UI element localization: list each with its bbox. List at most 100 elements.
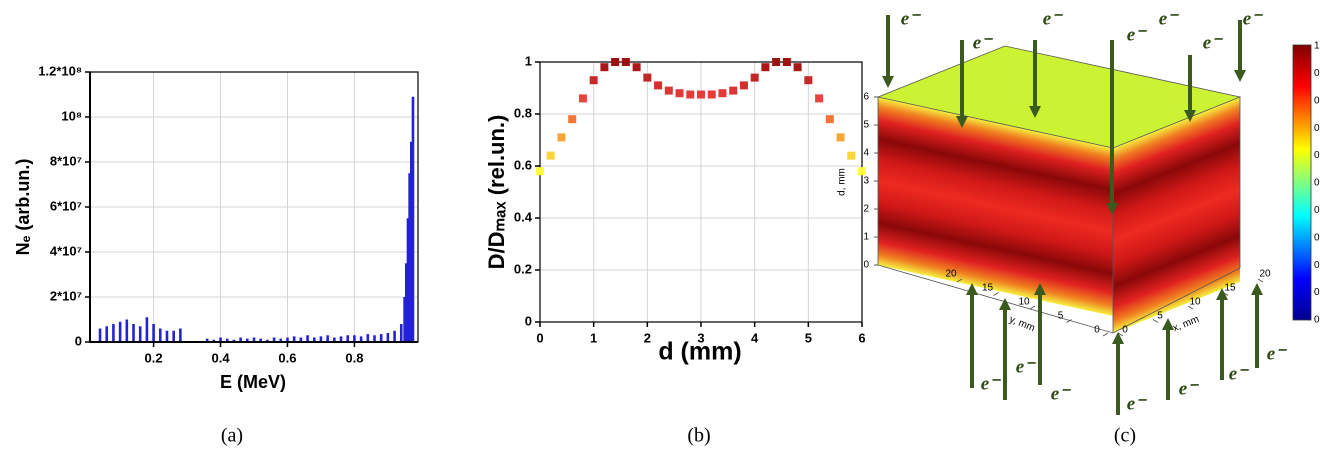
colorbar-label: 0 [1314, 315, 1320, 326]
x-tick [1152, 319, 1159, 323]
y-tick-label: 1 [525, 53, 532, 68]
x-tick-label: 6 [858, 330, 865, 345]
front-right-face [1113, 97, 1240, 333]
y-tick-label: 0.8 [514, 105, 532, 120]
bar [98, 328, 102, 342]
y-axis-label: Nₑ (arb.un.) [13, 159, 33, 256]
z-tick-label: 6 [863, 92, 869, 103]
bar [373, 335, 376, 342]
caption: (b) [687, 425, 710, 447]
arrow-head [1234, 70, 1246, 82]
x-tick-label: 3 [697, 330, 704, 345]
marker [654, 81, 663, 90]
bar [292, 336, 296, 342]
bar [379, 334, 383, 342]
z-tick-label: 2 [863, 204, 869, 215]
marker [557, 133, 566, 142]
x-tick-label: 0 [1122, 325, 1128, 336]
bar [266, 339, 269, 342]
bar [410, 141, 413, 342]
x-axis-label: d (mm) [658, 338, 741, 366]
x-tick-label: 15 [1224, 283, 1236, 294]
front-left-face [878, 97, 1113, 316]
y-tick-label: 8*10⁷ [50, 153, 82, 168]
x-tick-label: 1 [590, 330, 597, 345]
plot-frame [539, 61, 863, 323]
z-tick-label: 5 [863, 120, 869, 131]
bar [158, 328, 162, 342]
electron-label: e⁻ [1179, 378, 1199, 399]
bar [152, 324, 155, 342]
electron-label: e⁻ [1159, 8, 1179, 29]
arrow-head [1162, 318, 1174, 330]
marker [739, 81, 748, 90]
bar [353, 335, 356, 342]
colorbar-label: 0 [1314, 260, 1320, 271]
y-tick-label: 15 [982, 283, 994, 294]
electron-label: e⁻ [1043, 8, 1063, 29]
marker [772, 58, 781, 66]
bar [145, 317, 149, 342]
marker [621, 58, 630, 66]
arrow-head [966, 283, 978, 295]
bar [205, 338, 209, 342]
bar [326, 335, 329, 342]
marker [750, 73, 759, 82]
bar [179, 328, 182, 342]
y-tick-label: 0.2 [514, 261, 532, 276]
arrow-head [1029, 106, 1041, 118]
marker [568, 115, 577, 124]
bar [319, 336, 323, 342]
colorbar-label: 0 [1314, 150, 1320, 161]
electron-label: e⁻ [1203, 32, 1223, 53]
colorbar-label: 0 [1314, 178, 1320, 189]
arrow-head [1216, 288, 1228, 300]
marker [858, 167, 866, 176]
x-tick-label: 5 [805, 330, 812, 345]
x-tick-label: 0.8 [345, 350, 363, 365]
bar [165, 330, 169, 342]
z-tick-label: 3 [863, 176, 869, 187]
electron-label: e⁻ [1229, 363, 1249, 384]
y-axis-label: y, mm [1008, 314, 1037, 334]
y-tick-label: 4*10⁷ [50, 243, 82, 258]
marker [836, 133, 845, 142]
bar [366, 334, 370, 342]
bar [359, 336, 363, 342]
electron-label: e⁻ [1016, 356, 1036, 377]
colorbar-label: 0 [1314, 232, 1320, 243]
y-tick-label: 0.6 [514, 157, 532, 172]
bar [406, 218, 410, 342]
arrow-head [1184, 110, 1196, 122]
arrow-head [1112, 332, 1124, 344]
bar [239, 337, 242, 342]
y-tick-label: 5 [1058, 311, 1064, 322]
arrow-head [1251, 283, 1263, 295]
arrow-head [1034, 283, 1046, 295]
bar [272, 337, 276, 342]
arrow-head [882, 76, 894, 88]
caption: (a) [221, 425, 243, 447]
y-tick [1029, 305, 1036, 310]
bar [252, 337, 256, 342]
y-tick-label: 2*10⁷ [50, 288, 82, 303]
marker [825, 115, 834, 124]
x-tick-label: 10 [1189, 297, 1201, 308]
marker [675, 89, 684, 98]
electron-label: e⁻ [1127, 393, 1147, 414]
z-tick-label: 4 [863, 148, 869, 159]
x-tick-label: 20 [1259, 269, 1271, 280]
marker [761, 63, 770, 72]
marker [729, 86, 738, 95]
y-tick-label: 0.4 [514, 209, 533, 224]
marker [804, 76, 813, 85]
electron-label: e⁻ [1243, 8, 1263, 29]
colorbar [1292, 44, 1312, 321]
bar [132, 324, 135, 342]
y-tick-label: 6*10⁷ [50, 198, 82, 213]
colorbar-label: 0 [1314, 205, 1320, 216]
marker [589, 76, 598, 85]
marker [793, 63, 802, 72]
x-tick-label: 0.6 [278, 350, 296, 365]
